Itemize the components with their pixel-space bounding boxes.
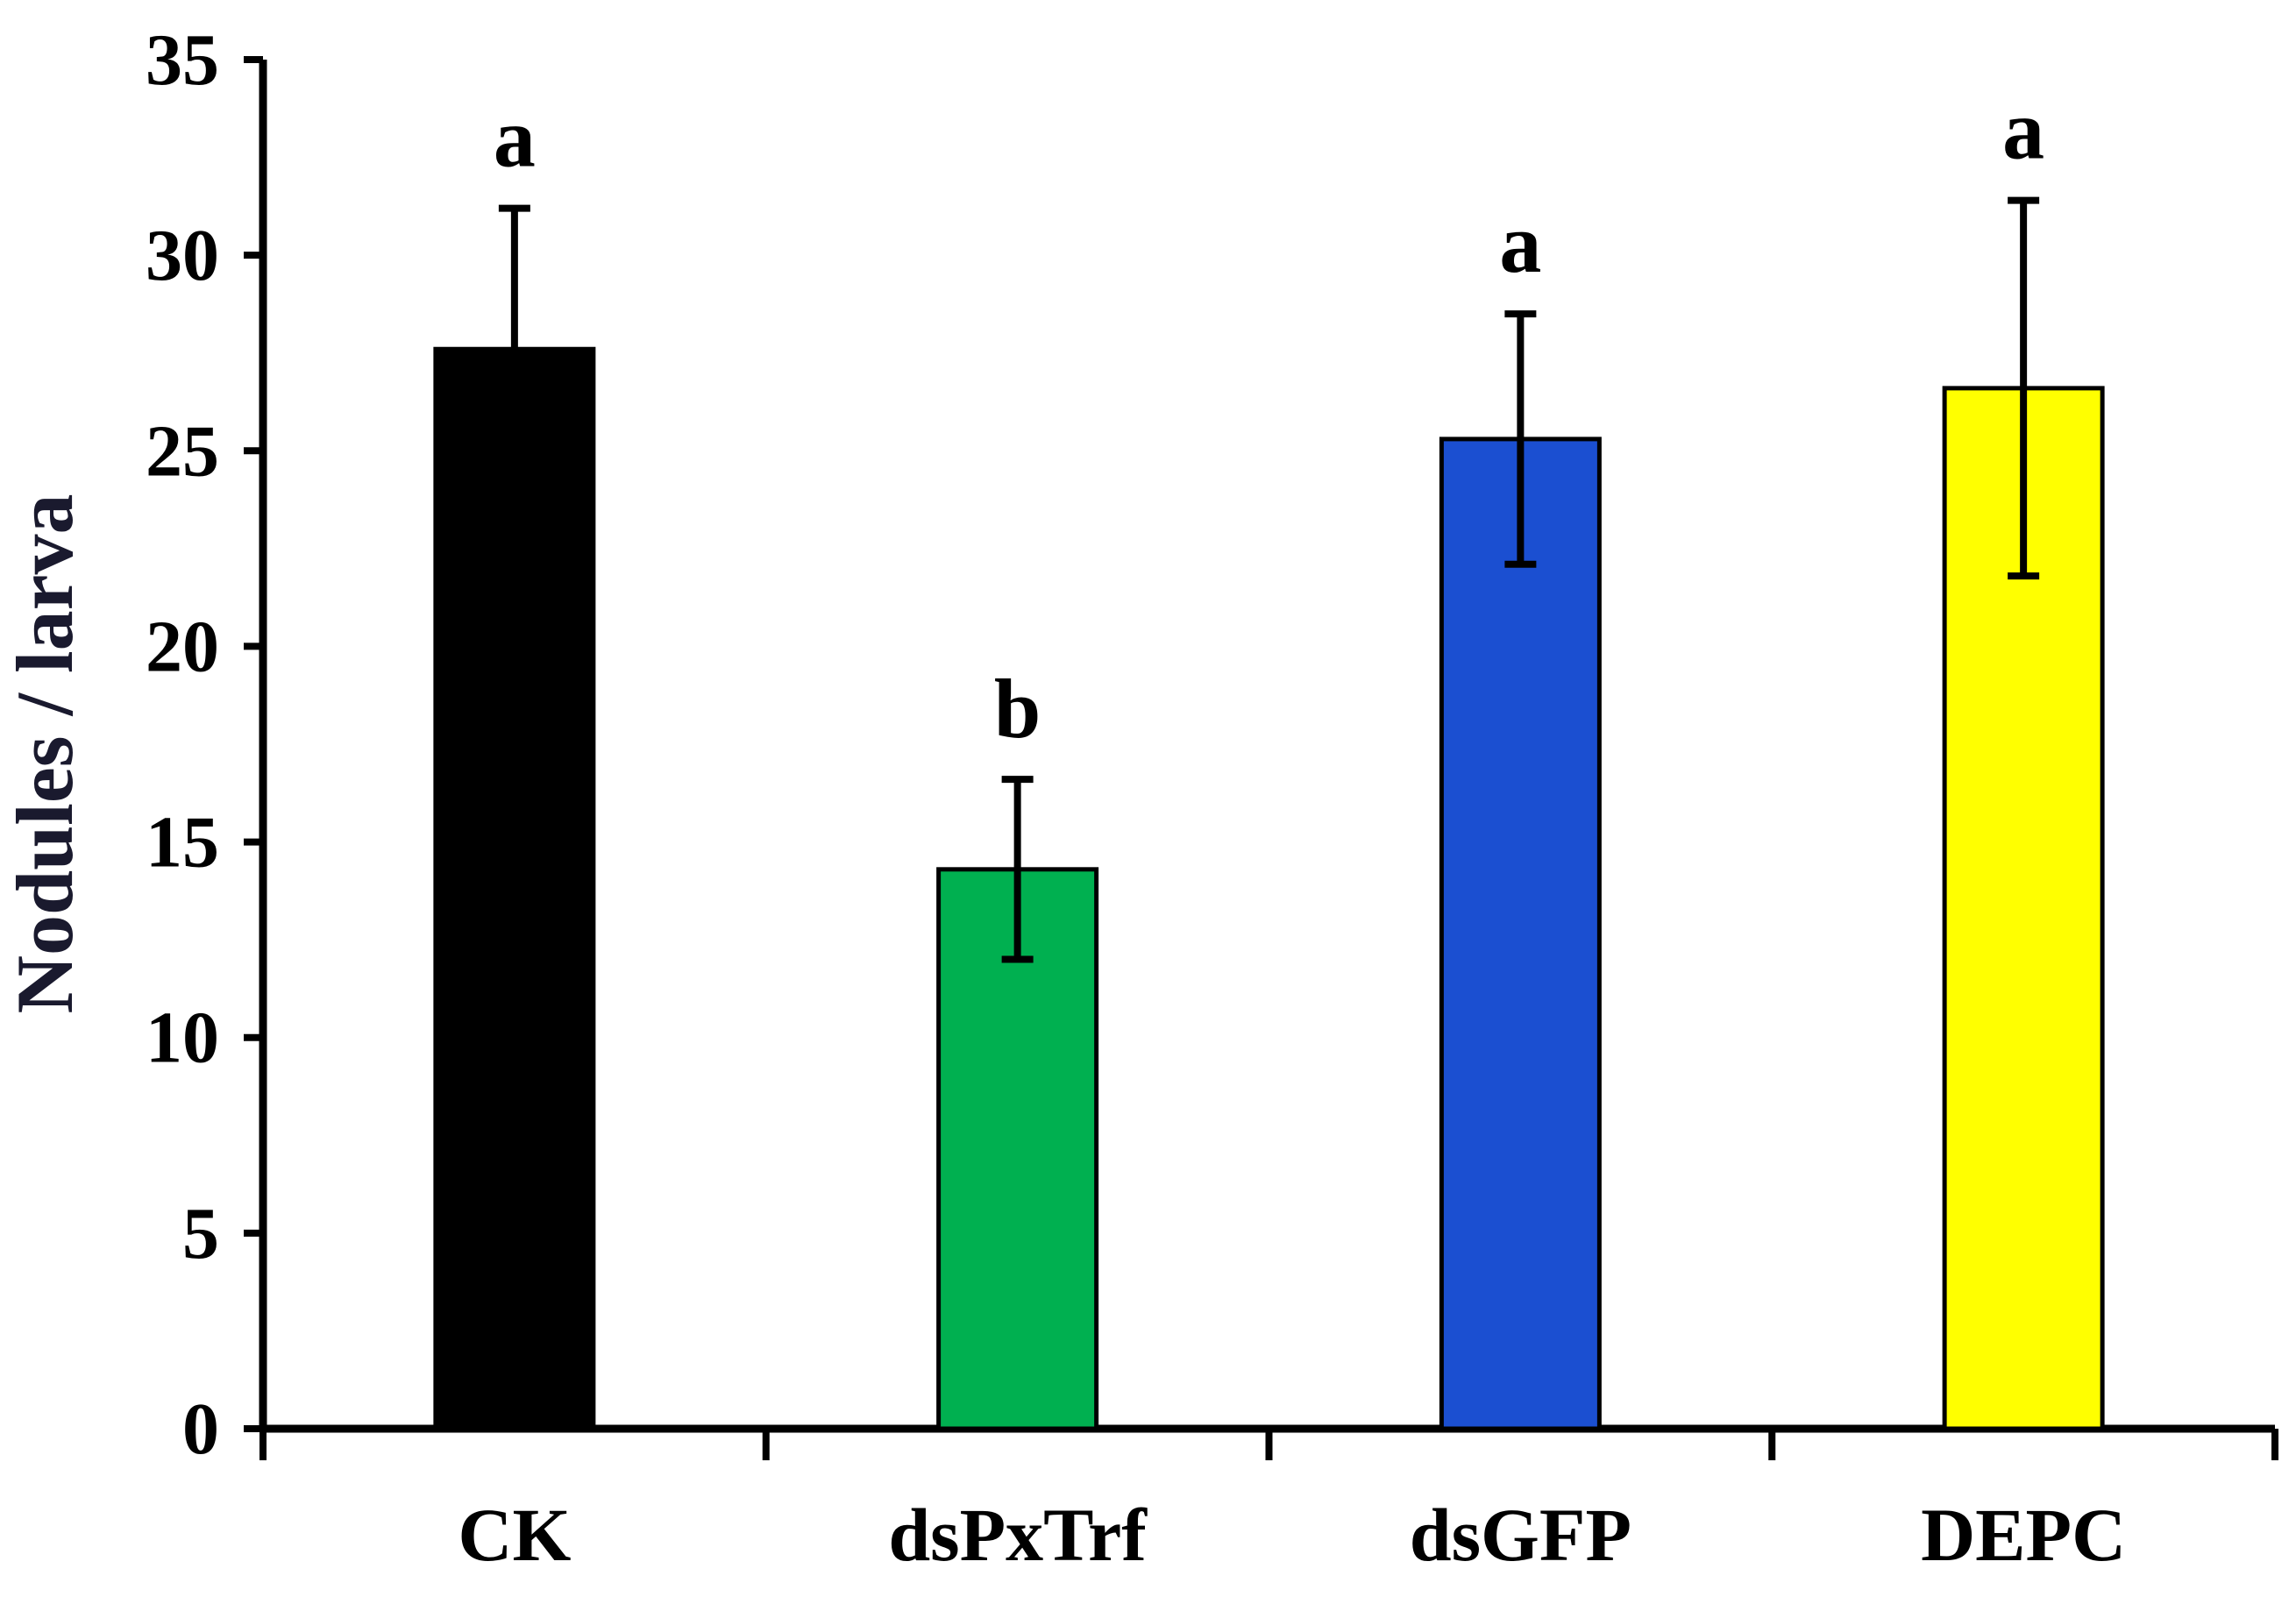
significance-letter: b — [994, 662, 1041, 756]
y-tick-label: 15 — [146, 802, 219, 884]
x-category-label: CK — [458, 1493, 571, 1577]
x-category-label: DEPC — [1921, 1493, 2126, 1577]
x-axis: CK dsPxTrf dsGFP DEPC — [259, 1424, 2278, 1577]
x-category-label: dsGFP — [1410, 1493, 1631, 1577]
bar-ck — [433, 346, 596, 1431]
bars — [433, 346, 2105, 1431]
y-axis-title: Nodules / larva — [0, 494, 89, 1014]
significance-letters: a b a a — [494, 83, 2044, 756]
y-tick-label: 10 — [146, 997, 219, 1079]
y-tick-label: 0 — [182, 1388, 219, 1470]
y-tick-label: 20 — [146, 606, 219, 687]
bar-dsgfp — [1439, 437, 1602, 1431]
x-category-label: dsPxTrf — [888, 1493, 1148, 1577]
y-tick-label: 25 — [146, 410, 219, 492]
y-tick-label: 5 — [182, 1193, 219, 1274]
significance-letter: a — [494, 91, 536, 185]
significance-letter: a — [1499, 196, 1541, 290]
significance-letter: a — [2002, 83, 2044, 177]
y-tick-label: 30 — [146, 215, 219, 296]
y-axis: 0 5 10 15 20 25 30 35 — [146, 19, 267, 1470]
y-tick-label: 35 — [146, 19, 219, 101]
error-bars — [498, 196, 2040, 963]
